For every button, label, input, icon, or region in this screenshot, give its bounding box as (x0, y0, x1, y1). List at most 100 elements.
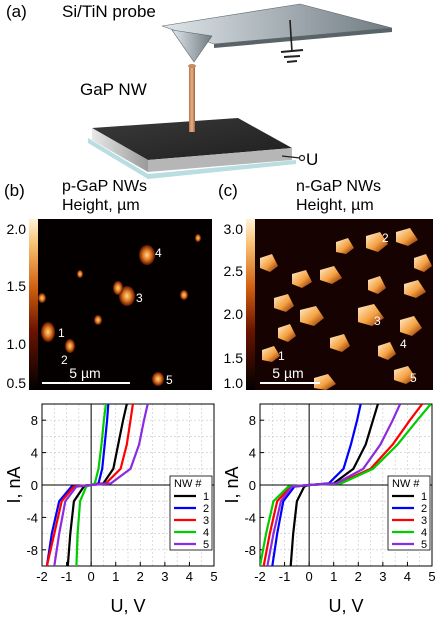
panel-b-subtitle: Height, µm (62, 197, 140, 214)
wire-label: 3 (136, 291, 143, 305)
x-tick-label: 4 (404, 569, 411, 584)
panel-c-subtitle: Height, µm (296, 197, 374, 214)
ground-wire (289, 19, 293, 53)
panel-c-label: (c) (218, 181, 238, 200)
series-line-nw-5 (53, 404, 149, 566)
y-axis-label: I, nA (4, 466, 24, 503)
y-tick-label: -8 (244, 543, 256, 558)
wire-label: 4 (155, 246, 162, 260)
colorbar-tick: 1.0 (224, 375, 244, 391)
wire-label: 1 (58, 326, 65, 340)
substrate-top (92, 118, 292, 160)
x-tick-label: 3 (379, 569, 386, 584)
x-tick-label: -2 (254, 569, 266, 584)
legend-entry: 4 (421, 527, 427, 539)
nanowire-label: GaP NW (80, 80, 147, 99)
afm-image-p: 2.0 1.5 1.0 0.5 1 2 3 4 5 5 µm (7, 219, 212, 391)
legend-entry: 4 (203, 527, 209, 539)
y-tick-label: 8 (249, 413, 256, 428)
y-tick-label: -8 (26, 543, 38, 558)
colorbar-n (246, 219, 255, 390)
voltage-label: U (306, 150, 319, 169)
x-axis-label: U, V (328, 596, 363, 616)
scalebar-label: 5 µm (69, 365, 100, 381)
nanowire-spot (394, 366, 416, 384)
nanowire-spot (262, 346, 280, 362)
x-tick-label: 1 (330, 569, 337, 584)
y-tick-label: -4 (244, 510, 256, 525)
nanowire-hexagons (260, 228, 432, 390)
colorbar-tick: 0.5 (7, 375, 27, 391)
nanowire-spot (119, 286, 135, 306)
legend-entry: 1 (421, 491, 427, 503)
x-tick-label: -1 (61, 569, 73, 584)
wire-label: 4 (400, 337, 407, 351)
x-tick-label: 5 (210, 569, 217, 584)
colorbar-tick: 1.0 (7, 336, 27, 352)
wire-label: 1 (278, 349, 285, 363)
x-tick-label: -1 (279, 569, 291, 584)
series-line-nw-5 (266, 404, 402, 566)
x-axis-label: U, V (110, 596, 145, 616)
ground-icon (280, 49, 304, 53)
x-tick-label: 0 (306, 569, 313, 584)
x-tick-label: 2 (355, 569, 362, 584)
substrate-base (88, 138, 296, 179)
y-tick-label: 0 (249, 478, 256, 493)
x-tick-label: 1 (112, 569, 119, 584)
x-tick-label: 3 (161, 569, 168, 584)
afm-image-n: 3.0 2.5 2.0 1.5 1.0 1 2 3 4 5 5 µm (224, 219, 433, 391)
legend-entry: 3 (421, 515, 427, 527)
panel-c-title: n-GaP NWs (296, 178, 382, 195)
afm-field-p (29, 219, 212, 390)
nanowire-spot (366, 232, 388, 252)
legend-entry: 5 (203, 539, 209, 551)
panel-a-label: (a) (6, 2, 27, 21)
nanowire-spot (400, 316, 422, 336)
y-tick-label: 8 (31, 413, 38, 428)
legend-box (169, 475, 213, 551)
legend-entry: 1 (203, 491, 209, 503)
x-tick-label: 2 (137, 569, 144, 584)
colorbar-tick: 2.0 (7, 221, 27, 237)
nanowire-spot (152, 372, 164, 386)
legend-entry: 2 (203, 503, 209, 515)
probe-cantilever-edge (214, 28, 392, 48)
y-axis-label: I, nA (222, 466, 242, 503)
y-tick-label: 0 (31, 478, 38, 493)
nanowire-spot (65, 339, 75, 353)
x-tick-label: 5 (428, 569, 435, 584)
colorbar-tick: 2.5 (224, 263, 244, 279)
wire-label: 5 (410, 371, 417, 385)
legend-entry: 2 (421, 503, 427, 515)
colorbar-tick: 2.0 (224, 306, 244, 322)
probe-tip (171, 29, 213, 63)
panel-b-label: (b) (4, 181, 25, 200)
wire-label: 5 (166, 373, 173, 387)
nanowire-spot (139, 245, 155, 265)
legend-entry: 3 (203, 515, 209, 527)
wire-label: 2 (382, 231, 389, 245)
wire-label: 2 (61, 353, 68, 367)
x-tick-label: -2 (36, 569, 48, 584)
legend-title: NW # (174, 478, 202, 490)
legend-box (387, 475, 431, 551)
scalebar (260, 382, 320, 384)
colorbar-p (29, 219, 38, 390)
y-tick-label: -4 (26, 510, 38, 525)
voltage-contact-wire (281, 155, 301, 159)
panel-b-title: p-GaP NWs (62, 178, 148, 195)
x-tick-label: 0 (88, 569, 95, 584)
nanowire (189, 66, 195, 132)
scalebar (42, 382, 130, 384)
scalebar-label: 5 µm (272, 365, 303, 381)
nanowire-spot (41, 322, 55, 342)
x-tick-label: 4 (186, 569, 193, 584)
setup-schematic (88, 3, 393, 179)
legend-entry: 5 (421, 539, 427, 551)
colorbar-tick: 1.5 (7, 278, 27, 294)
substrate-side-front (92, 128, 148, 172)
y-tick-label: 4 (31, 446, 38, 461)
